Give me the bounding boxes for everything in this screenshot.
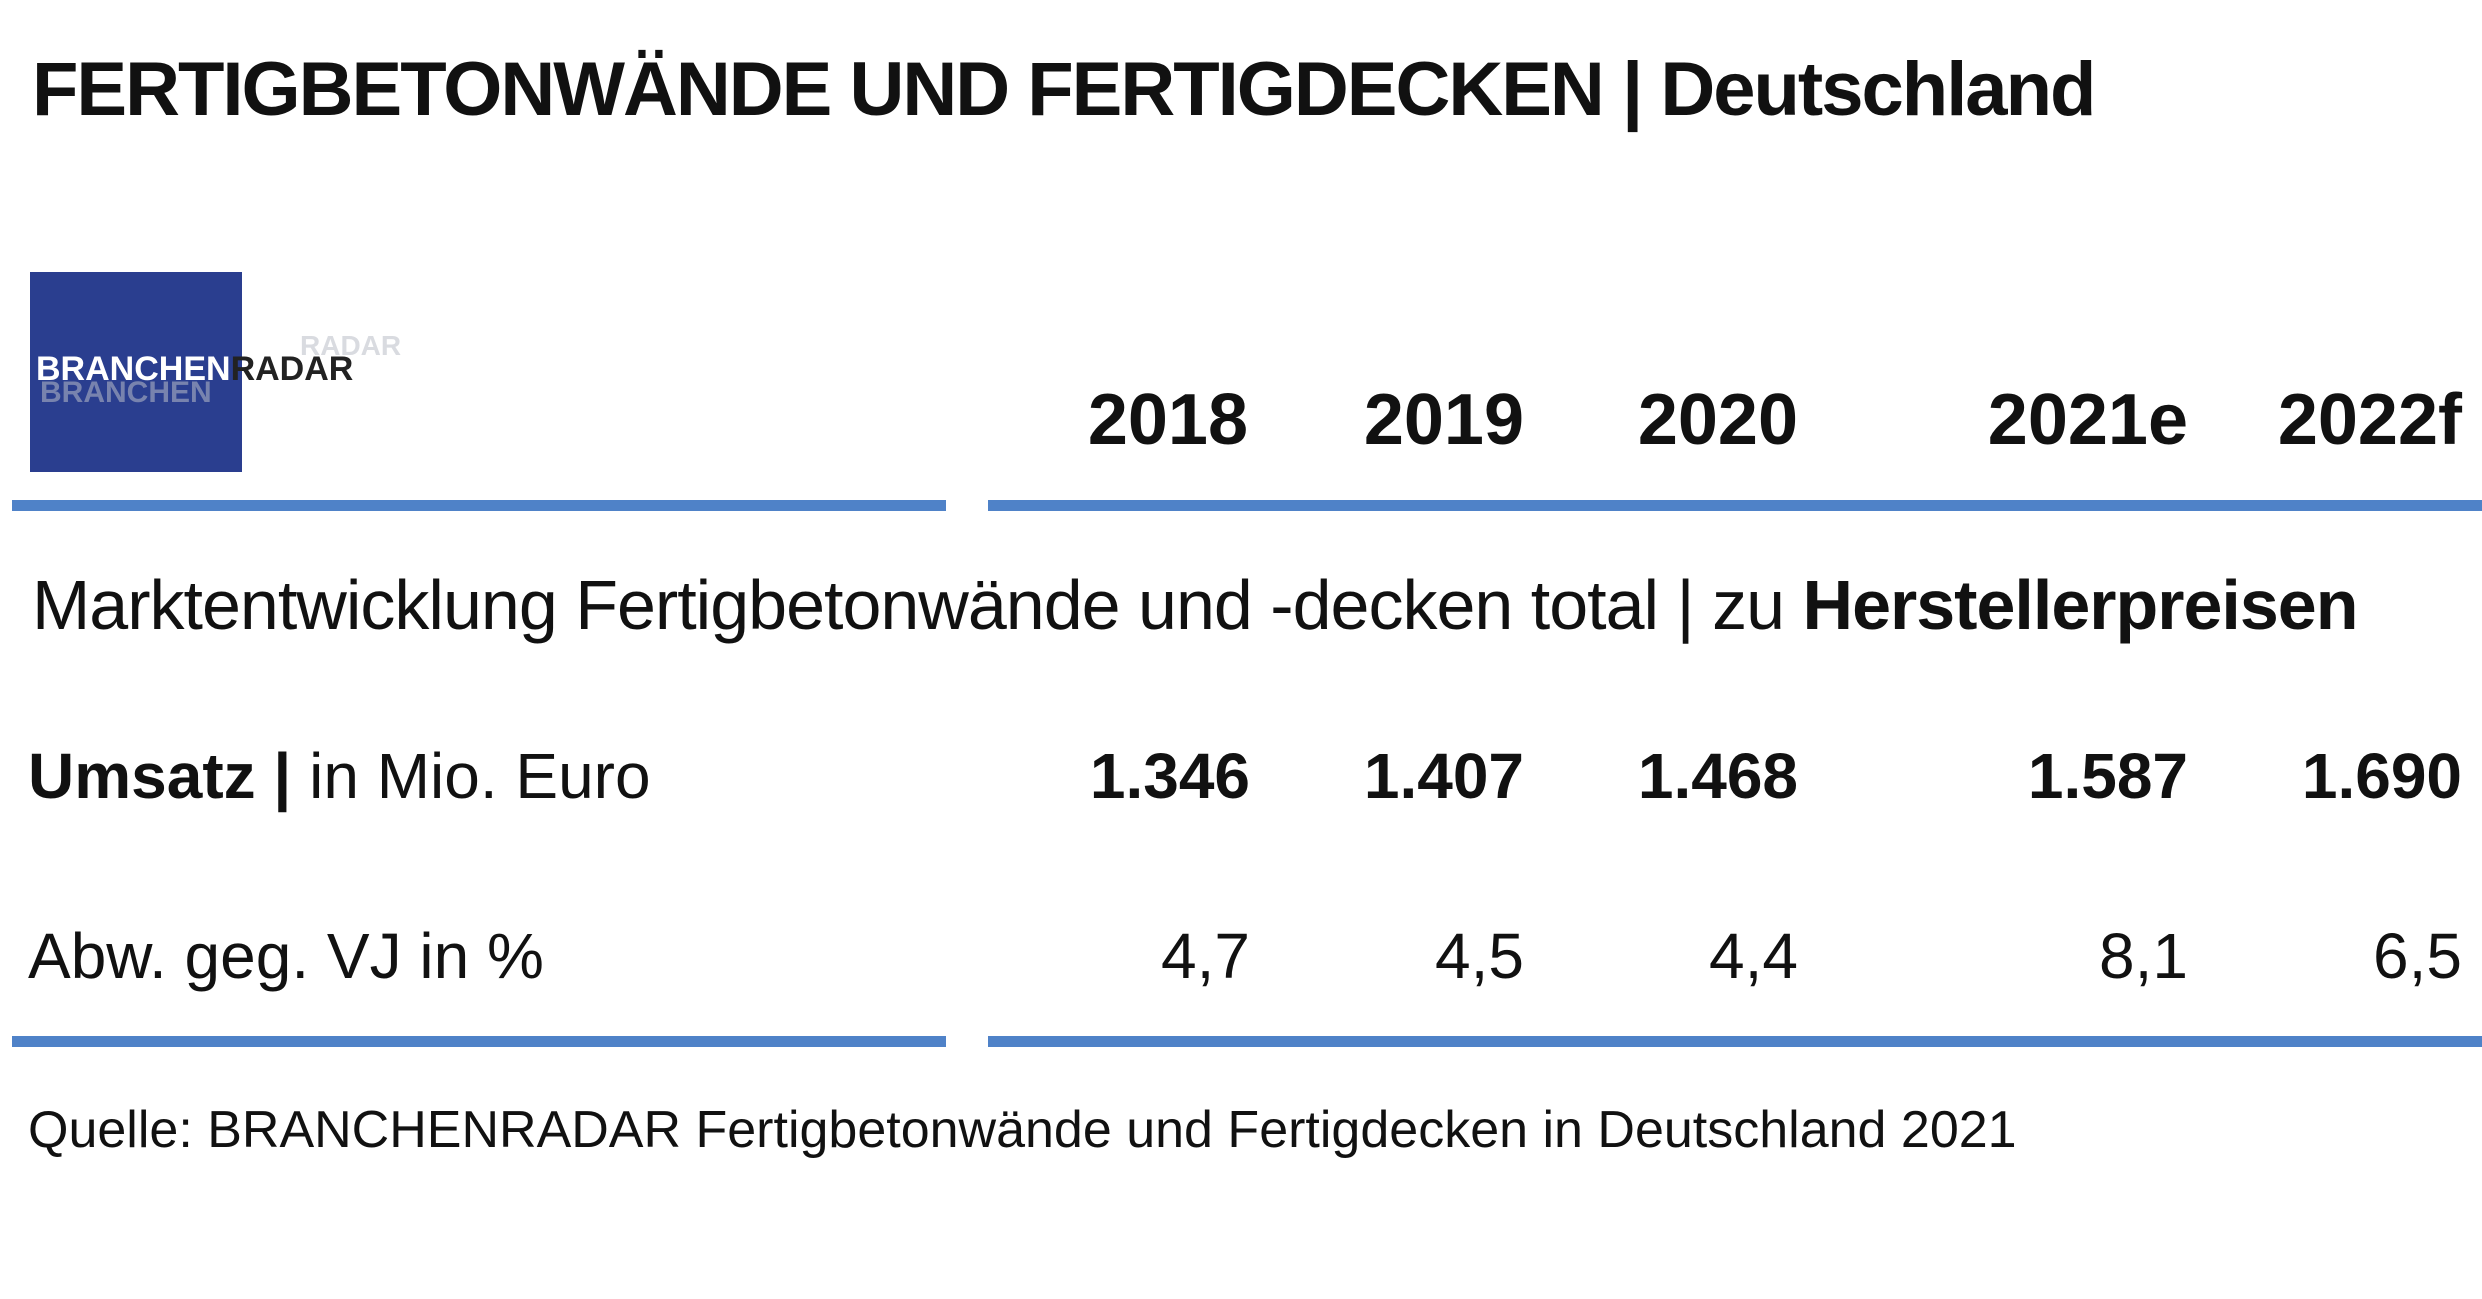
cell-umsatz-2021e: 1.587: [2027, 740, 2188, 812]
title-main: FERTIGBETONWÄNDE UND FERTIGDECKEN: [32, 47, 1605, 132]
logo-ghost-text-2: RADAR: [300, 330, 402, 361]
cell-abw-2020: 4,4: [1709, 920, 1798, 992]
subtitle-bold: Herstellerpreisen: [1802, 566, 2359, 644]
cell-abw-2021e: 8,1: [2099, 920, 2188, 992]
row-label-umsatz-unit: in Mio. Euro: [291, 740, 651, 812]
cell-abw-2019: 4,5: [1435, 920, 1524, 992]
logo-ghost-text: BRANCHEN: [40, 376, 212, 409]
row-label-umsatz-bold: Umsatz |: [28, 740, 292, 812]
column-header-2020: 2020: [1637, 380, 1798, 460]
title-region: Deutschland: [1660, 47, 2096, 132]
column-header-2019: 2019: [1363, 380, 1524, 460]
row-label-umsatz: Umsatz | in Mio. Euro: [28, 744, 651, 808]
cell-abw-2022f: 6,5: [2373, 920, 2462, 992]
header-rule-left: [12, 500, 946, 511]
column-header-2021e: 2021e: [1987, 380, 2188, 460]
cell-umsatz-2022f: 1.690: [2301, 740, 2462, 812]
branchenradar-logo: [30, 272, 242, 472]
logo-word-branchen: BRANCHEN: [36, 350, 231, 388]
footer-rule-left: [12, 1036, 946, 1047]
logo-wordmark: BRANCHENRADAR: [36, 352, 353, 386]
title-separator: |: [1621, 47, 1643, 132]
row-label-abw: Abw. geg. VJ in %: [28, 920, 544, 992]
cell-umsatz-2020: 1.468: [1637, 740, 1798, 812]
subtitle-text: Marktentwicklung Fertigbetonwände und -d…: [32, 566, 1803, 644]
cell-abw-2018: 4,7: [1161, 920, 1250, 992]
table-subtitle: Marktentwicklung Fertigbetonwände und -d…: [32, 570, 2358, 640]
column-header-2022f: 2022f: [2277, 380, 2462, 460]
logo-word-radar: RADAR: [230, 350, 354, 388]
source-note: Quelle: BRANCHENRADAR Fertigbetonwände u…: [28, 1101, 2017, 1159]
column-header-2018: 2018: [1087, 380, 1248, 460]
header-rule-right: [988, 500, 2482, 511]
cell-umsatz-2019: 1.407: [1363, 740, 1524, 812]
page-title: FERTIGBETONWÄNDE UND FERTIGDECKEN | Deut…: [32, 52, 2096, 128]
cell-umsatz-2018: 1.346: [1089, 740, 1250, 812]
footer-rule-right: [988, 1036, 2482, 1047]
